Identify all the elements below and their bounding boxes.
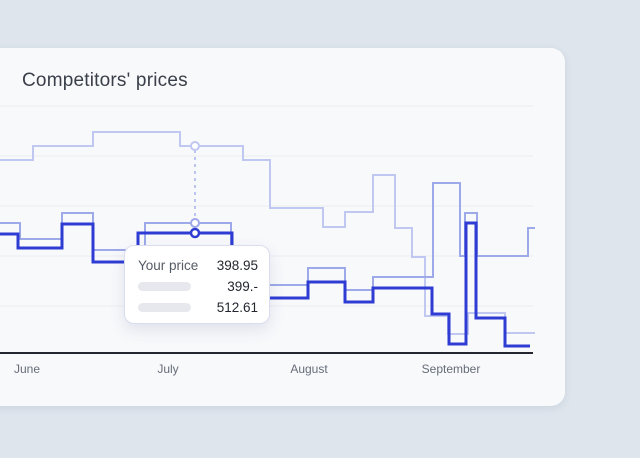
tooltip-row-competitor-2: 512.61: [138, 297, 258, 318]
tooltip-value-competitor-2: 512.61: [216, 300, 258, 315]
cursor-marker-your-price: [189, 227, 201, 239]
tooltip-row-competitor-1: 399.-: [138, 276, 258, 297]
x-axis-label-august: August: [290, 362, 328, 376]
cursor-marker-competitor-2: [190, 141, 200, 151]
x-axis-label-july: July: [157, 362, 178, 376]
tooltip-value-competitor-1: 399.-: [227, 279, 258, 294]
price-chart-svg[interactable]: June July August September: [0, 100, 535, 390]
tooltip-redacted-label-pill: [138, 282, 191, 291]
x-axis-label-september: September: [422, 362, 481, 376]
series-line-competitor-1: [0, 182, 535, 291]
cursor-marker-competitor-1: [190, 218, 200, 228]
series-line-your-price: [0, 221, 530, 348]
chart-tooltip: Your price 398.95 399.- 512.61: [124, 245, 270, 324]
competitors-prices-card: Competitors' prices June July August Septem…: [0, 48, 565, 406]
tooltip-label-your-price: Your price: [138, 258, 199, 273]
card-title: Competitors' prices: [22, 70, 188, 91]
series-line-competitor-2: [0, 131, 535, 335]
tooltip-redacted-label-pill: [138, 303, 191, 312]
tooltip-row-your-price: Your price 398.95: [138, 255, 258, 276]
tooltip-value-your-price: 398.95: [216, 258, 258, 273]
x-axis-label-june: June: [14, 362, 40, 376]
